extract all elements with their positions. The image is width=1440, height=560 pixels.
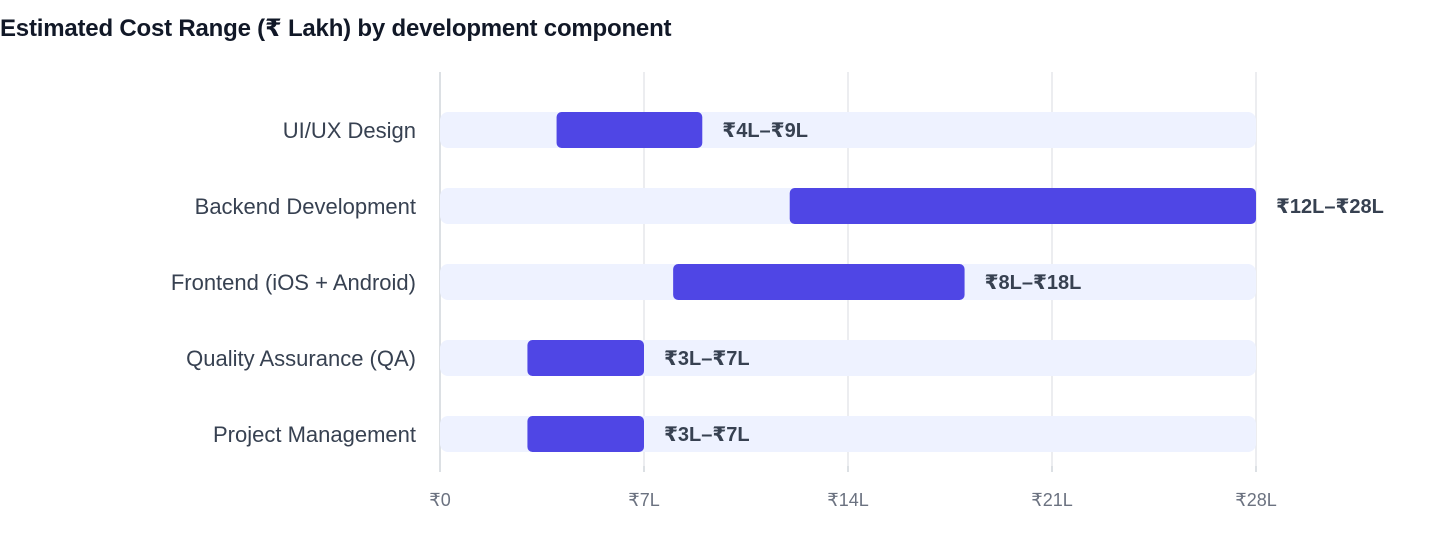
range-labels: ₹4L–₹9L ₹12L–₹28L ₹8L–₹18L ₹3L–₹7L ₹3L–₹7L	[664, 120, 1384, 446]
x-axis-ticks: ₹0 ₹7L ₹14L ₹21L ₹28L	[429, 466, 1277, 510]
category-labels: UI/UX Design Backend Development Frontend …	[171, 118, 416, 447]
range-bar	[556, 112, 703, 148]
range-bar	[673, 264, 965, 300]
range-value-label: ₹3L–₹7L	[664, 348, 750, 370]
x-tick-label: ₹28L	[1235, 490, 1276, 510]
range-bar	[789, 188, 1256, 224]
range-value-label: ₹12L–₹28L	[1276, 196, 1384, 218]
x-tick-label: ₹7L	[628, 490, 659, 510]
range-value-label: ₹8L–₹18L	[985, 272, 1082, 294]
range-bars	[527, 112, 1256, 452]
x-tick-label: ₹0	[429, 490, 450, 510]
category-label: Project Management	[213, 422, 416, 447]
range-value-label: ₹4L–₹9L	[722, 120, 808, 142]
category-label: UI/UX Design	[283, 118, 416, 143]
category-label: Frontend (iOS + Android)	[171, 270, 416, 295]
category-label: Backend Development	[195, 194, 416, 219]
x-tick-label: ₹14L	[827, 490, 868, 510]
range-value-label: ₹3L–₹7L	[664, 424, 750, 446]
chart-title: Estimated Cost Range (₹ Lakh) by develop…	[0, 15, 672, 42]
category-label: Quality Assurance (QA)	[186, 346, 416, 371]
range-bar	[527, 340, 644, 376]
range-bar	[527, 416, 644, 452]
x-tick-label: ₹21L	[1031, 490, 1072, 510]
